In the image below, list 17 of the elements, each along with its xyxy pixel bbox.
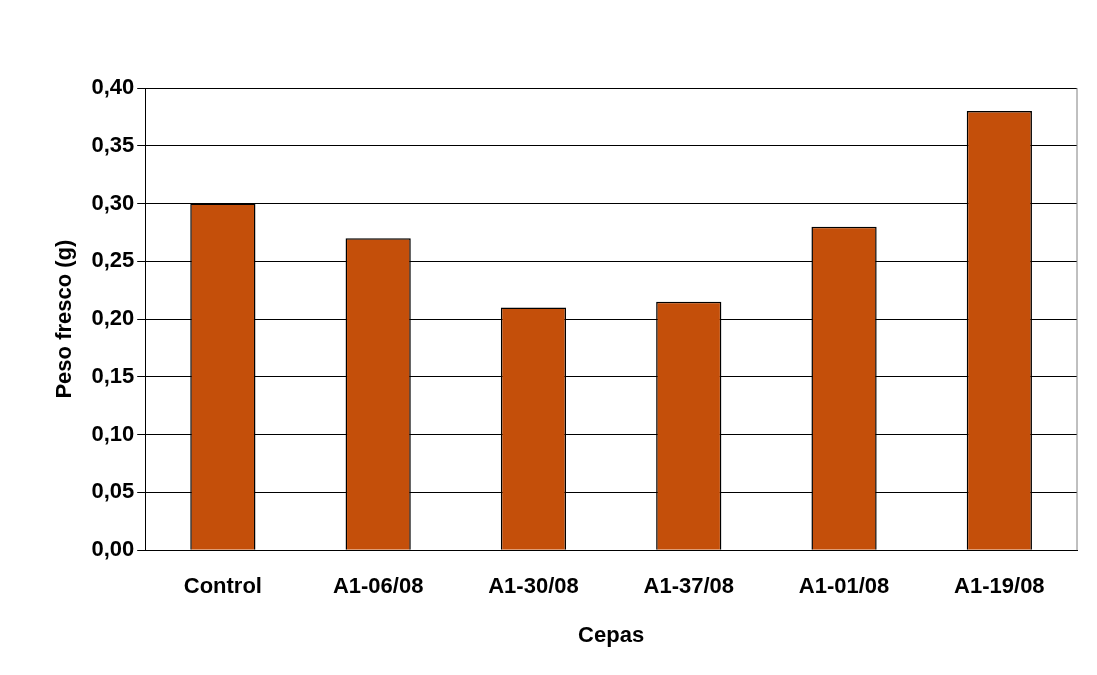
y-axis-title: Peso fresco (g) <box>51 239 77 399</box>
x-tick-label: A1-37/08 <box>643 573 735 599</box>
x-tick-label: Control <box>183 573 262 599</box>
x-tick-label: A1-01/08 <box>798 573 890 599</box>
y-tick-label: 0,25 <box>91 247 135 273</box>
y-tick-label: 0,20 <box>91 305 135 331</box>
x-tick-label: A1-30/08 <box>488 573 579 599</box>
y-tick-label: 0,15 <box>91 362 135 388</box>
y-tick-label: 0,30 <box>91 189 135 215</box>
x-tick-label: A1-06/08 <box>332 573 424 599</box>
y-tick-label: 0,05 <box>91 478 135 504</box>
x-axis-title: Cepas <box>578 621 645 647</box>
x-tick-label: A1-19/08 <box>954 573 1045 599</box>
y-tick-label: 0,35 <box>91 131 135 157</box>
y-tick-label: 0,00 <box>91 536 135 562</box>
y-tick-label: 0,10 <box>91 420 135 446</box>
y-tick-label: 0,40 <box>91 74 135 100</box>
